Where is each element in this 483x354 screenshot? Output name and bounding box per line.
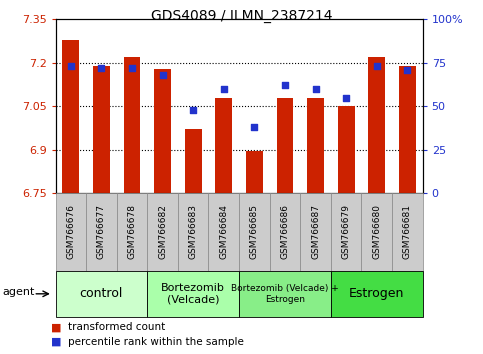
Point: [67, 63, 75, 69]
Bar: [277, 98, 293, 193]
Text: GSM766681: GSM766681: [403, 204, 412, 259]
Text: GDS4089 / ILMN_2387214: GDS4089 / ILMN_2387214: [151, 9, 332, 23]
Text: percentile rank within the sample: percentile rank within the sample: [68, 337, 243, 347]
Bar: [147, 271, 239, 317]
Bar: [56, 193, 86, 271]
Bar: [246, 151, 263, 193]
Bar: [124, 57, 141, 193]
Text: GSM766676: GSM766676: [66, 204, 75, 259]
Bar: [209, 193, 239, 271]
Text: agent: agent: [3, 286, 35, 297]
Bar: [62, 40, 79, 193]
Text: GSM766680: GSM766680: [372, 204, 381, 259]
Point: [342, 95, 350, 101]
Text: GSM766687: GSM766687: [311, 204, 320, 259]
Text: transformed count: transformed count: [68, 322, 165, 332]
Text: GSM766686: GSM766686: [281, 204, 289, 259]
Text: GSM766682: GSM766682: [158, 204, 167, 259]
Bar: [239, 271, 331, 317]
Text: GSM766678: GSM766678: [128, 204, 137, 259]
Text: Bortezomib
(Velcade): Bortezomib (Velcade): [161, 283, 225, 305]
Bar: [399, 66, 416, 193]
Point: [312, 86, 319, 92]
Point: [128, 65, 136, 71]
Bar: [338, 106, 355, 193]
Bar: [331, 193, 361, 271]
Text: control: control: [80, 287, 123, 300]
Text: GSM766683: GSM766683: [189, 204, 198, 259]
Point: [98, 65, 105, 71]
Point: [189, 107, 197, 113]
Bar: [392, 193, 423, 271]
Text: GSM766685: GSM766685: [250, 204, 259, 259]
Bar: [86, 193, 117, 271]
Text: GSM766677: GSM766677: [97, 204, 106, 259]
Text: Bortezomib (Velcade) +
Estrogen: Bortezomib (Velcade) + Estrogen: [231, 284, 339, 303]
Bar: [154, 69, 171, 193]
Bar: [185, 129, 201, 193]
Bar: [270, 193, 300, 271]
Bar: [93, 66, 110, 193]
Bar: [300, 193, 331, 271]
Bar: [239, 193, 270, 271]
Text: Estrogen: Estrogen: [349, 287, 404, 300]
Bar: [178, 193, 209, 271]
Bar: [117, 193, 147, 271]
Bar: [361, 193, 392, 271]
Point: [373, 63, 381, 69]
Point: [220, 86, 227, 92]
Text: GSM766684: GSM766684: [219, 204, 228, 259]
Point: [159, 72, 167, 78]
Bar: [147, 193, 178, 271]
Text: ■: ■: [51, 337, 61, 347]
Bar: [56, 271, 147, 317]
Bar: [369, 57, 385, 193]
Point: [251, 124, 258, 130]
Point: [281, 82, 289, 88]
Point: [403, 67, 411, 73]
Text: GSM766679: GSM766679: [341, 204, 351, 259]
Bar: [307, 98, 324, 193]
Text: ■: ■: [51, 322, 61, 332]
Bar: [215, 98, 232, 193]
Bar: [331, 271, 423, 317]
